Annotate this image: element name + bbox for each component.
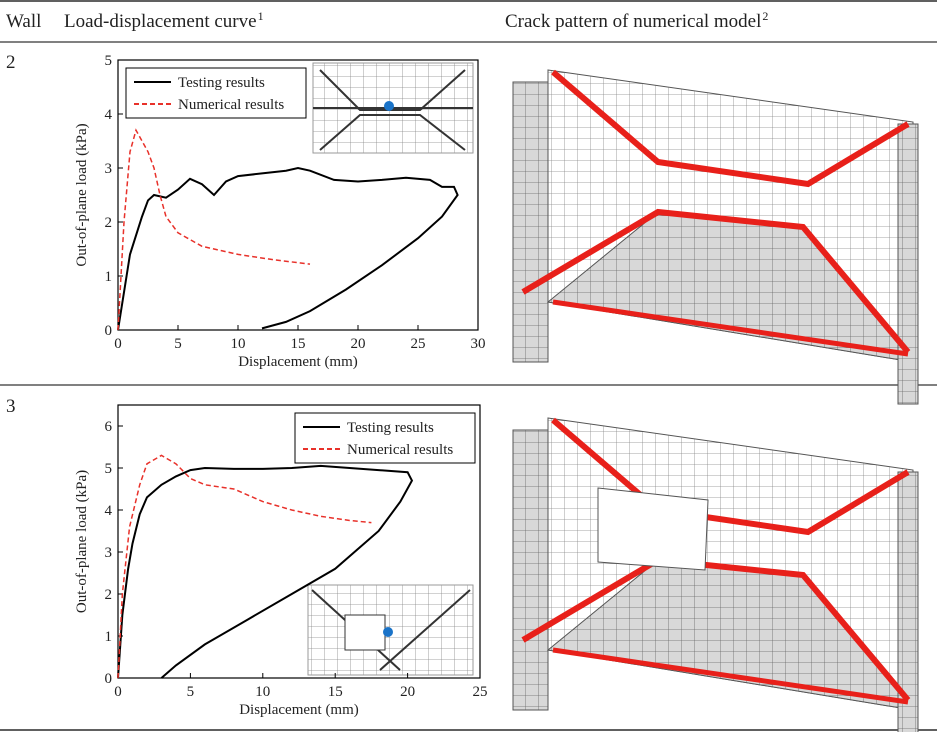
x-tick-label: 20 (400, 684, 415, 700)
legend-label: Numerical results (347, 442, 453, 458)
crack-pattern (513, 70, 918, 404)
header-crack: Crack pattern of numerical model (505, 11, 761, 32)
y-tick-label: 2 (105, 215, 113, 231)
y-tick-label: 6 (105, 419, 113, 435)
x-tick-label: 10 (255, 684, 270, 700)
x-tick-label: 20 (351, 336, 366, 352)
y-tick-label: 5 (105, 53, 113, 69)
series-line (117, 166, 459, 331)
x-axis-label: Displacement (mm) (238, 354, 358, 370)
y-tick-label: 0 (105, 671, 113, 687)
series-line (117, 128, 311, 331)
header-wall: Wall (6, 11, 41, 32)
x-tick-label: 25 (411, 336, 426, 352)
crack-pattern (513, 418, 918, 732)
legend-box (125, 67, 307, 119)
x-tick-label: 0 (114, 336, 122, 352)
wall-id: 2 (6, 52, 16, 73)
legend-label: Numerical results (178, 97, 284, 113)
y-tick-label: 3 (105, 545, 113, 561)
x-axis-label: Displacement (mm) (239, 702, 359, 718)
x-tick-label: 5 (187, 684, 195, 700)
x-tick-label: 15 (328, 684, 343, 700)
y-tick-label: 1 (105, 269, 113, 285)
y-tick-label: 4 (105, 503, 113, 519)
y-tick-label: 2 (105, 587, 113, 603)
x-tick-label: 15 (291, 336, 306, 352)
inset (307, 584, 474, 676)
y-tick-label: 1 (105, 629, 113, 645)
header-curve: Load-displacement curve (64, 11, 257, 32)
inset (312, 62, 474, 154)
legend-label: Testing results (347, 420, 434, 436)
x-tick-label: 0 (114, 684, 122, 700)
y-axis-label: Out-of-plane load (kPa) (74, 123, 90, 266)
y-tick-label: 5 (105, 461, 113, 477)
x-tick-label: 30 (471, 336, 486, 352)
header-note: 1 (258, 9, 264, 23)
x-tick-label: 5 (174, 336, 182, 352)
plot-frame (117, 404, 481, 679)
y-axis-label: Out-of-plane load (kPa) (74, 470, 90, 613)
y-tick-label: 4 (105, 107, 113, 123)
wall-id: 3 (6, 396, 16, 417)
legend-box (294, 412, 476, 464)
y-tick-label: 0 (105, 323, 113, 339)
x-tick-label: 10 (231, 336, 246, 352)
x-tick-label: 25 (473, 684, 488, 700)
legend-label: Testing results (178, 75, 265, 91)
series-line (117, 464, 414, 679)
header-note: 2 (762, 9, 768, 23)
y-tick-label: 3 (105, 161, 113, 177)
